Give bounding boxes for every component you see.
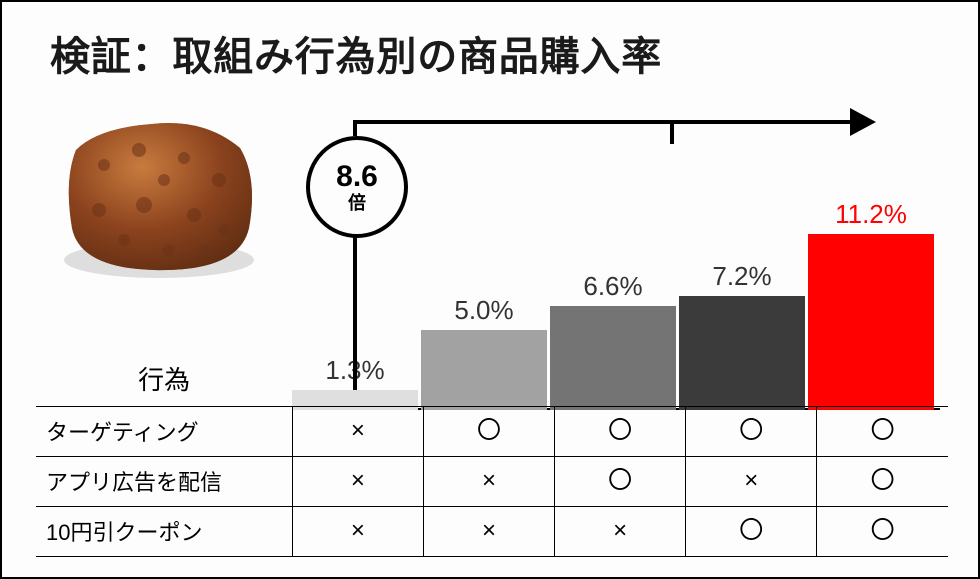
arrow-drop [670, 120, 674, 144]
table-row: 10円引クーポン×××〇〇 [36, 507, 948, 557]
mark-circle: 〇 [423, 407, 554, 457]
mark-circle: 〇 [686, 407, 817, 457]
row-label: 10円引クーポン [36, 507, 292, 557]
mark-cross: × [292, 407, 423, 457]
mark-cross: × [423, 457, 554, 507]
arrow-head-icon [850, 108, 876, 136]
mark-circle: 〇 [817, 507, 948, 557]
mark-circle: 〇 [817, 457, 948, 507]
table-row: ターゲティング×〇〇〇〇 [36, 407, 948, 457]
mark-circle: 〇 [817, 407, 948, 457]
mark-circle: 〇 [555, 457, 686, 507]
multiplier-unit: 倍 [348, 194, 366, 212]
bar-label: 6.6% [550, 271, 676, 306]
action-table: 行為 ターゲティング×〇〇〇〇アプリ広告を配信××〇×〇10円引クーポン×××〇… [36, 352, 948, 557]
mark-cross: × [292, 507, 423, 557]
mark-cross: × [555, 507, 686, 557]
multiplier-stem [353, 232, 357, 390]
row-label: ターゲティング [36, 407, 292, 457]
bar-label: 5.0% [421, 295, 547, 330]
multiplier-number: 8.6 [336, 162, 378, 192]
mark-cross: × [423, 507, 554, 557]
mark-circle: 〇 [686, 507, 817, 557]
multiplier-badge: 8.6 倍 [306, 136, 408, 238]
product-image [44, 110, 274, 285]
bar-label: 7.2% [679, 261, 805, 296]
mark-circle: 〇 [555, 407, 686, 457]
row-label: アプリ広告を配信 [36, 457, 292, 507]
table-row: アプリ広告を配信××〇×〇 [36, 457, 948, 507]
table-header-label: 行為 [36, 352, 292, 407]
arrow-horizontal [353, 120, 853, 124]
mark-cross: × [686, 457, 817, 507]
mark-cross: × [292, 457, 423, 507]
page-title: 検証：取組み行為別の商品購入率 [50, 24, 662, 82]
bar-label: 11.2% [808, 199, 934, 234]
